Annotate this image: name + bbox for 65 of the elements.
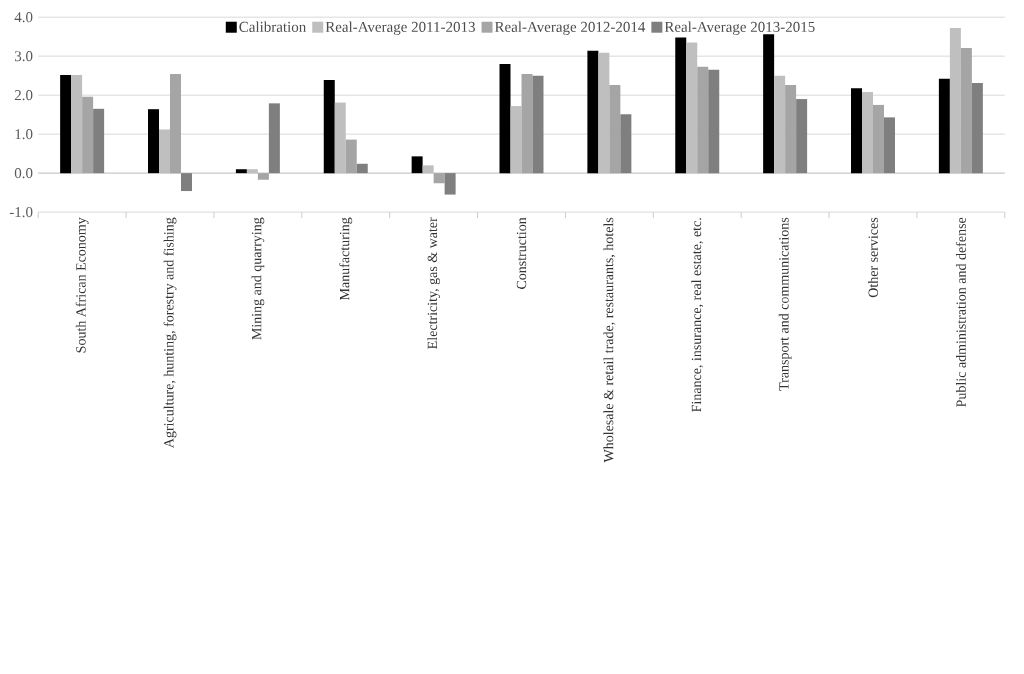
bar <box>598 52 610 174</box>
bar <box>268 103 280 174</box>
legend-label: Calibration <box>239 21 307 32</box>
bar <box>345 139 357 174</box>
bar <box>938 78 950 174</box>
bar <box>763 34 775 174</box>
bar <box>675 37 687 174</box>
x-tick-label: Mining and quarrying <box>251 217 265 340</box>
bar <box>246 169 258 174</box>
x-tick-label: Manufacturing <box>339 217 353 300</box>
y-tick-label: 1.0 <box>15 128 33 140</box>
bar <box>510 106 522 174</box>
bar <box>356 163 368 174</box>
bar <box>587 50 599 174</box>
x-tick-label: Wholesale & retail trade, restaurants, hotels <box>603 217 616 463</box>
x-tick-label: Finance, insurance, real estate, etc. <box>691 218 704 412</box>
bar <box>862 91 873 174</box>
y-tick-label: 3.0 <box>14 51 33 62</box>
bar <box>708 69 720 174</box>
x-tick-label: South African Economy <box>75 217 89 353</box>
bar <box>949 28 961 174</box>
bar <box>499 63 511 174</box>
bar <box>71 74 83 174</box>
bar <box>851 88 863 174</box>
bar <box>235 169 247 174</box>
legend-label: Real-Average 2013-2015 <box>664 21 815 35</box>
bar <box>620 114 632 174</box>
y-tick-label: 2.0 <box>14 90 33 101</box>
bar <box>785 84 797 174</box>
bar <box>334 102 346 174</box>
bar <box>422 165 434 174</box>
bar <box>181 173 192 191</box>
bar <box>960 47 972 174</box>
x-tick-label: Transport and communications <box>778 217 792 391</box>
bar <box>873 104 884 174</box>
bar <box>686 42 698 174</box>
bar <box>170 74 181 174</box>
bar <box>433 173 445 184</box>
x-tick-label: Other services <box>868 217 878 298</box>
bar <box>697 66 709 174</box>
bar <box>257 173 269 180</box>
bar <box>411 156 423 174</box>
bar <box>774 75 786 174</box>
bar <box>521 74 533 174</box>
bar <box>82 96 94 174</box>
y-tick-label: 0.0 <box>14 167 33 179</box>
x-tick-label: Construction <box>516 217 527 289</box>
bar <box>971 83 983 174</box>
bar <box>532 75 544 174</box>
legend-label: Real-Average 2012-2014 <box>494 21 646 35</box>
bar <box>609 84 621 174</box>
y-tick-label: -1.0 <box>9 206 33 218</box>
x-tick-label: Electricity, gas & water <box>427 217 440 349</box>
x-tick-label: Public administration and defense <box>955 217 966 407</box>
bar <box>159 129 171 174</box>
x-tick-label: Agriculture, hunting, forestry and fishing <box>163 217 177 448</box>
bar <box>444 173 456 195</box>
bar <box>148 109 160 174</box>
bar <box>884 117 895 174</box>
bar <box>93 108 105 174</box>
y-tick-label: 4.0 <box>14 12 33 23</box>
bar <box>796 98 808 174</box>
legend-label: Real-Average 2011-2013 <box>325 21 475 35</box>
bar <box>60 74 72 174</box>
bar <box>323 79 335 174</box>
